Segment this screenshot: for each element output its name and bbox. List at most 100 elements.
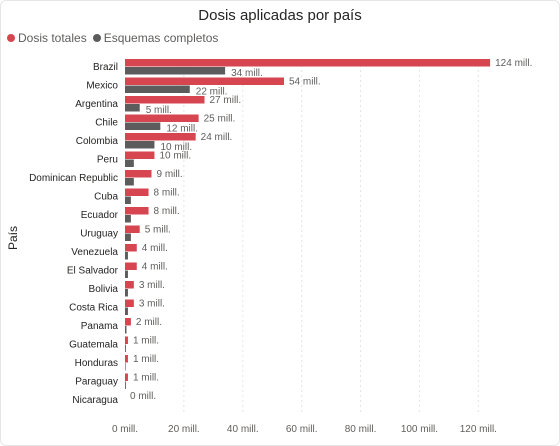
- data-label-dosis-totales: 54 mill.: [289, 77, 321, 88]
- bar-dosis-totales[interactable]: [125, 336, 128, 345]
- bar-dosis-totales[interactable]: [125, 133, 196, 141]
- bar-esquemas-completos[interactable]: [125, 178, 134, 186]
- data-label-esquemas-completos: 22 mill.: [196, 87, 228, 98]
- data-label-esquemas-completos: 34 mill.: [231, 68, 263, 79]
- bar-dosis-totales[interactable]: [125, 355, 128, 363]
- chart-title: Dosis aplicadas por país: [198, 7, 362, 24]
- category-label: Nicaragua: [72, 395, 118, 406]
- data-label-dosis-totales: 3 mill.: [139, 299, 165, 310]
- data-label-dosis-totales: 3 mill.: [139, 280, 165, 291]
- data-label-dosis-totales: 10 mill.: [159, 151, 191, 162]
- category-label: Panama: [81, 321, 119, 332]
- data-label-dosis-totales: 27 mill.: [210, 95, 242, 106]
- data-label-dosis-totales: 9 mill.: [157, 169, 183, 180]
- data-label-dosis-totales: 1 mill.: [133, 354, 159, 365]
- bar-esquemas-completos[interactable]: [125, 104, 140, 112]
- bar-dosis-totales[interactable]: [125, 170, 152, 178]
- bar-esquemas-completos[interactable]: [125, 344, 126, 353]
- bar-dosis-totales[interactable]: [125, 77, 284, 86]
- data-label-dosis-totales: 8 mill.: [154, 188, 180, 199]
- data-label-dosis-totales: 8 mill.: [154, 206, 180, 217]
- category-label: Costa Rica: [69, 303, 118, 314]
- category-label: Cuba: [94, 192, 118, 203]
- bar-esquemas-completos[interactable]: [125, 196, 131, 205]
- x-tick-label: 80 mill.: [345, 424, 377, 435]
- data-label-dosis-totales: 0 mill.: [130, 391, 156, 402]
- category-label: Mexico: [86, 81, 118, 92]
- legend-label-esquemas-completos: Esquemas completos: [103, 31, 219, 45]
- data-label-dosis-totales: 124 mill.: [495, 58, 532, 69]
- bars: [125, 59, 491, 390]
- category-label: Venezuela: [71, 247, 118, 258]
- bar-esquemas-completos[interactable]: [125, 85, 190, 94]
- x-tick-label: 20 mill.: [168, 424, 200, 435]
- data-label-esquemas-completos: 10 mill.: [160, 142, 192, 153]
- y-axis-title: País: [6, 226, 20, 250]
- bar-esquemas-completos[interactable]: [125, 307, 128, 316]
- bar-esquemas-completos[interactable]: [125, 252, 128, 260]
- data-label-dosis-totales: 1 mill.: [133, 373, 159, 384]
- category-label: Paraguay: [75, 377, 118, 388]
- category-label: Ecuador: [81, 210, 119, 221]
- gridlines: [183, 60, 479, 412]
- bar-esquemas-completos[interactable]: [125, 67, 226, 75]
- data-label-dosis-totales: 1 mill.: [133, 336, 159, 347]
- bar-dosis-totales[interactable]: [125, 225, 140, 234]
- bar-dosis-totales[interactable]: [125, 262, 137, 271]
- x-tick-label: 40 mill.: [227, 424, 259, 435]
- labels: 0 mill. 20 mill. 40 mill. 60 mill. 80 mill. 1…: [29, 58, 532, 435]
- category-label: Honduras: [75, 358, 118, 369]
- data-label-dosis-totales: 4 mill.: [142, 262, 168, 273]
- category-label: Brazil: [93, 62, 118, 73]
- data-label-dosis-totales: 5 mill.: [145, 225, 171, 236]
- category-label: Peru: [97, 155, 118, 166]
- data-label-dosis-totales: 24 mill.: [201, 132, 233, 143]
- category-label: Dominican Republic: [29, 173, 118, 184]
- bar-esquemas-completos[interactable]: [125, 326, 127, 334]
- category-label: Argentina: [75, 99, 118, 110]
- x-tick-label: 120 mill.: [460, 424, 497, 435]
- legend-marker-dosis-totales: [7, 34, 15, 42]
- bar-dosis-totales[interactable]: [125, 151, 155, 160]
- bar-esquemas-completos[interactable]: [125, 215, 131, 223]
- category-label: Bolivia: [89, 284, 119, 295]
- legend-item-esquemas-completos[interactable]: Esquemas completos: [92, 31, 219, 45]
- data-label-esquemas-completos: 5 mill.: [146, 105, 172, 116]
- category-label: Colombia: [76, 136, 119, 147]
- x-tick-label: 100 mill.: [401, 424, 438, 435]
- legend-label-dosis-totales: Dosis totales: [18, 31, 87, 45]
- category-label: Guatemala: [69, 340, 118, 351]
- data-label-dosis-totales: 4 mill.: [142, 243, 168, 254]
- bar-dosis-totales[interactable]: [125, 244, 137, 252]
- bar-dosis-totales[interactable]: [125, 281, 134, 289]
- legend-marker-esquemas-completos: [92, 34, 101, 42]
- bar-dosis-totales[interactable]: [125, 114, 199, 123]
- bar-dosis-totales[interactable]: [125, 318, 131, 326]
- bar-esquemas-completos[interactable]: [125, 233, 131, 242]
- data-label-dosis-totales: 2 mill.: [136, 317, 162, 328]
- bar-dosis-totales[interactable]: [125, 59, 491, 67]
- bar-dosis-totales[interactable]: [125, 373, 128, 382]
- data-label-dosis-totales: 25 mill.: [204, 114, 236, 125]
- category-label: Chile: [95, 118, 118, 129]
- bar-esquemas-completos[interactable]: [125, 381, 126, 390]
- legend-item-dosis-totales[interactable]: Dosis totales: [7, 31, 87, 45]
- x-tick-label: 60 mill.: [286, 424, 318, 435]
- bar-esquemas-completos[interactable]: [125, 289, 128, 297]
- bar-esquemas-completos[interactable]: [125, 141, 155, 149]
- bar-esquemas-completos[interactable]: [125, 363, 126, 371]
- bar-esquemas-completos[interactable]: [125, 122, 161, 131]
- category-label: Uruguay: [80, 229, 118, 240]
- bar-esquemas-completos[interactable]: [125, 159, 134, 168]
- category-label: El Salvador: [67, 266, 119, 277]
- bar-esquemas-completos[interactable]: [125, 270, 128, 279]
- bar-dosis-totales[interactable]: [125, 188, 149, 197]
- bar-dosis-totales[interactable]: [125, 299, 134, 308]
- bar-dosis-totales[interactable]: [125, 96, 205, 104]
- chart-legend: Dosis totales Esquemas completos: [7, 31, 224, 45]
- data-label-esquemas-completos: 12 mill.: [166, 124, 198, 135]
- x-tick-label: 0 mill.: [112, 424, 138, 435]
- bar-dosis-totales[interactable]: [125, 207, 149, 215]
